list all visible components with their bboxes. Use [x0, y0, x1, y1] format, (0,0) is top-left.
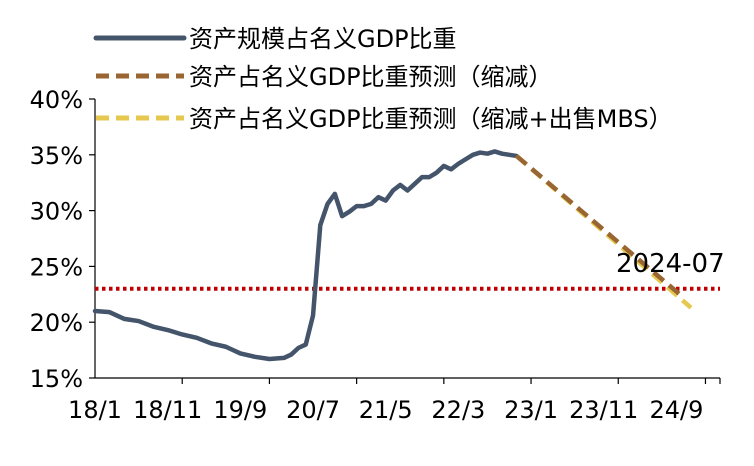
series-line-forecast-taper	[515, 154, 686, 300]
x-axis-ticks: 18/1 18/11 19/9 20/7 21/5 22/3 23/1 23/11 24/9	[68, 378, 721, 424]
legend-item-forecast-taper: 资产占名义GDP比重预测（缩减）	[96, 63, 553, 91]
x-tick-label: 20/7	[286, 396, 340, 424]
legend-label-forecast-mbs: 资产占名义GDP比重预测（缩减+出售MBS）	[189, 105, 673, 133]
legend-item-actual: 资产规模占名义GDP比重	[93, 25, 457, 53]
x-tick-label: 18/1	[68, 396, 122, 424]
y-tick-label: 25%	[30, 253, 83, 281]
x-tick-label: 19/9	[213, 396, 267, 424]
legend-label-forecast-taper: 资产占名义GDP比重预测（缩减）	[189, 63, 553, 91]
y-tick-label: 20%	[30, 309, 83, 337]
y-tick-label: 40%	[30, 86, 83, 114]
x-tick-label: 18/11	[133, 396, 202, 424]
x-tick-label: 23/11	[569, 396, 638, 424]
y-axis-ticks: 15% 20% 25% 30% 35% 40%	[30, 86, 95, 393]
x-tick-label: 24/9	[649, 396, 703, 424]
series-line-actual	[92, 149, 519, 362]
legend-item-forecast-mbs: 资产占名义GDP比重预测（缩减+出售MBS）	[96, 105, 673, 133]
x-tick-label: 22/3	[431, 396, 485, 424]
x-tick-label: 23/1	[504, 396, 558, 424]
y-tick-label: 30%	[30, 198, 83, 226]
y-tick-label: 35%	[30, 142, 83, 170]
series-layer	[92, 149, 693, 362]
y-tick-label: 15%	[30, 365, 83, 393]
series-line-forecast-mbs	[515, 154, 693, 310]
annotation-date: 2024-07	[616, 249, 725, 279]
x-tick-label: 21/5	[359, 396, 413, 424]
legend: 资产规模占名义GDP比重 资产占名义GDP比重预测（缩减） 资产占名义GDP比重…	[93, 25, 673, 133]
legend-label-actual: 资产规模占名义GDP比重	[189, 25, 457, 53]
